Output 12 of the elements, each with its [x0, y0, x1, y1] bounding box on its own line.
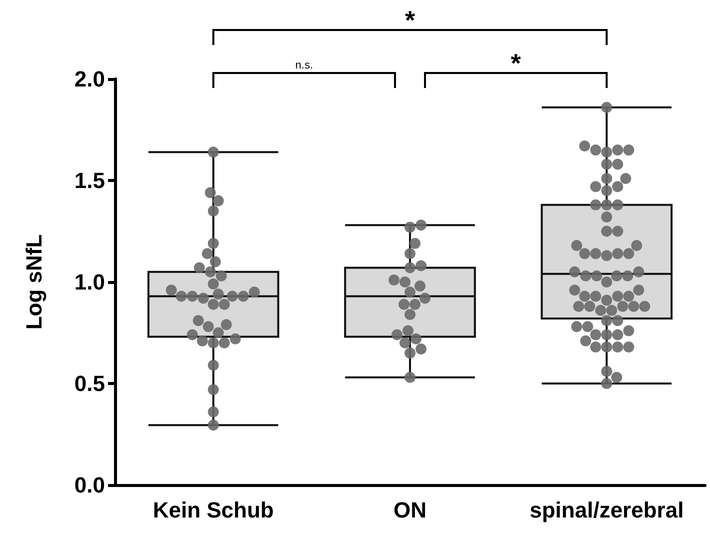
- x-tick-label: ON: [394, 498, 426, 522]
- x-tick-label: Kein Schub: [152, 498, 274, 522]
- y-tick-label: 1.5: [74, 168, 105, 193]
- text: *: [404, 5, 416, 35]
- y-tick-label: 0.5: [74, 371, 105, 396]
- y-tick-label: 1.0: [74, 270, 105, 294]
- y-axis-title: Log sNfL: [22, 234, 46, 330]
- y-tick-label: 0.0: [74, 472, 105, 498]
- y-tick-label: 2.0: [74, 66, 105, 92]
- text: n.s.: [295, 60, 314, 72]
- text: *: [510, 48, 522, 78]
- x-tick-label: spinal/zerebral: [530, 498, 684, 522]
